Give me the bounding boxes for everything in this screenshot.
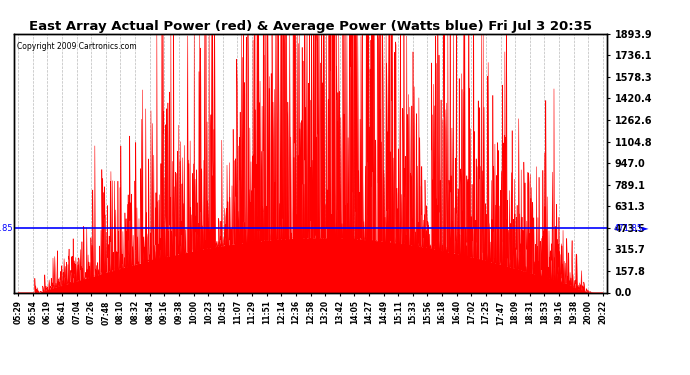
Text: Copyright 2009 Cartronics.com: Copyright 2009 Cartronics.com bbox=[17, 42, 137, 51]
Text: ◄471.85: ◄471.85 bbox=[0, 224, 14, 232]
Title: East Array Actual Power (red) & Average Power (Watts blue) Fri Jul 3 20:35: East Array Actual Power (red) & Average … bbox=[29, 20, 592, 33]
Text: 471.85►: 471.85► bbox=[613, 224, 649, 232]
